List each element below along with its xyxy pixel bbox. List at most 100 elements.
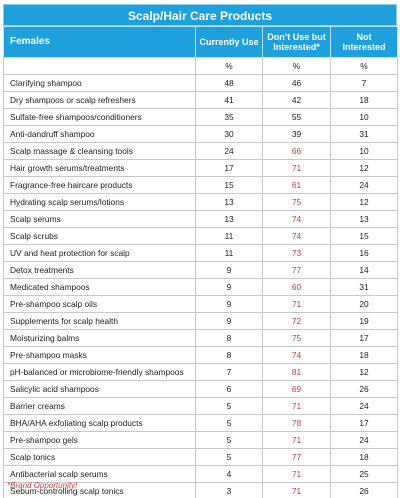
table-row: Scalp massage & cleansing tools 24 66 10 bbox=[3, 142, 398, 160]
row-name-cell: BHA/AHA exfoliating scalp products bbox=[3, 414, 196, 432]
row-interested-cell: 81 bbox=[262, 363, 331, 381]
row-interested-cell: 42 bbox=[262, 91, 331, 109]
row-name-cell: Pre-shampoo masks bbox=[3, 346, 196, 364]
row-name-cell: Salicylic acid shampoos bbox=[3, 380, 196, 398]
row-not-interested-cell: 24 bbox=[330, 397, 398, 415]
row-currently-use-cell: 17 bbox=[195, 159, 263, 177]
table-row: Pre-shampoo masks 8 74 18 bbox=[3, 346, 398, 364]
table-row: Medicated shampoos 9 60 31 bbox=[3, 278, 398, 296]
units-row: % % % bbox=[3, 57, 398, 75]
table-row: Scalp serums 13 74 13 bbox=[3, 210, 398, 228]
row-interested-cell: 72 bbox=[262, 312, 331, 330]
row-not-interested-cell: 19 bbox=[330, 312, 398, 330]
row-name-cell: Scalp massage & cleansing tools bbox=[3, 142, 196, 160]
row-name-cell: Scalp scrubs bbox=[3, 227, 196, 245]
table-row: Pre-shampoo gels 5 71 24 bbox=[3, 431, 398, 449]
row-interested-cell: 71 bbox=[262, 397, 331, 415]
row-name-cell: Scalp serums bbox=[3, 210, 196, 228]
row-currently-use-cell: 15 bbox=[195, 176, 263, 194]
row-not-interested-cell: 12 bbox=[330, 193, 398, 211]
footnote: *Brand Opportunity! bbox=[7, 481, 78, 490]
header-females: Females bbox=[3, 26, 196, 58]
row-not-interested-cell: 18 bbox=[330, 346, 398, 364]
row-interested-cell: 74 bbox=[262, 210, 331, 228]
row-not-interested-cell: 25 bbox=[330, 465, 398, 483]
header-interested: Don’t Use but Interested* bbox=[262, 26, 331, 58]
table-row: Fragrance-free haircare products 15 61 24 bbox=[3, 176, 398, 194]
table-row: Salicylic acid shampoos 6 69 26 bbox=[3, 380, 398, 398]
table-row: Sulfate-free shampoos/conditioners 35 55 10 bbox=[3, 108, 398, 126]
row-interested-cell: 77 bbox=[262, 448, 331, 466]
table-row: Pre-shampoo scalp oils 9 71 20 bbox=[3, 295, 398, 313]
unit-cell-use: % bbox=[195, 57, 263, 75]
row-currently-use-cell: 11 bbox=[195, 227, 263, 245]
row-currently-use-cell: 9 bbox=[195, 278, 263, 296]
table-row: Scalp tonics 5 77 18 bbox=[3, 448, 398, 466]
table-row: Clarifying shampoo 48 46 7 bbox=[3, 74, 398, 92]
table-row: Barrier creams 5 71 24 bbox=[3, 397, 398, 415]
row-currently-use-cell: 8 bbox=[195, 329, 263, 347]
row-name-cell: Supplements for scalp health bbox=[3, 312, 196, 330]
row-interested-cell: 71 bbox=[262, 295, 331, 313]
row-not-interested-cell: 18 bbox=[330, 91, 398, 109]
products-table: Females Currently Use Don’t Use but Inte… bbox=[3, 26, 398, 498]
row-name-cell: Scalp tonics bbox=[3, 448, 196, 466]
table-row: pH-balanced or microbiome-friendly shamp… bbox=[3, 363, 398, 381]
row-interested-cell: 74 bbox=[262, 227, 331, 245]
row-currently-use-cell: 4 bbox=[195, 465, 263, 483]
table-row: BHA/AHA exfoliating scalp products 5 78 17 bbox=[3, 414, 398, 432]
row-currently-use-cell: 6 bbox=[195, 380, 263, 398]
row-name-cell: Dry shampoos or scalp refreshers bbox=[3, 91, 196, 109]
table-row: Dry shampoos or scalp refreshers 41 42 18 bbox=[3, 91, 398, 109]
row-not-interested-cell: 24 bbox=[330, 431, 398, 449]
row-not-interested-cell: 31 bbox=[330, 125, 398, 143]
row-currently-use-cell: 8 bbox=[195, 346, 263, 364]
row-not-interested-cell: 26 bbox=[330, 482, 398, 498]
row-name-cell: Fragrance-free haircare products bbox=[3, 176, 196, 194]
row-interested-cell: 71 bbox=[262, 465, 331, 483]
row-name-cell: Pre-shampoo gels bbox=[3, 431, 196, 449]
row-name-cell: Detox treatments bbox=[3, 261, 196, 279]
row-currently-use-cell: 5 bbox=[195, 414, 263, 432]
row-currently-use-cell: 9 bbox=[195, 261, 263, 279]
row-name-cell: pH-balanced or microbiome-friendly shamp… bbox=[3, 363, 196, 381]
row-currently-use-cell: 9 bbox=[195, 295, 263, 313]
row-not-interested-cell: 12 bbox=[330, 159, 398, 177]
row-name-cell: Hydrating scalp serums/lotions bbox=[3, 193, 196, 211]
table-body: % % % Clarifying shampoo 48 46 7 Dry shampoo… bbox=[3, 57, 398, 498]
row-interested-cell: 73 bbox=[262, 244, 331, 262]
row-name-cell: Barrier creams bbox=[3, 397, 196, 415]
row-currently-use-cell: 9 bbox=[195, 312, 263, 330]
row-currently-use-cell: 11 bbox=[195, 244, 263, 262]
row-interested-cell: 69 bbox=[262, 380, 331, 398]
row-not-interested-cell: 17 bbox=[330, 329, 398, 347]
row-not-interested-cell: 13 bbox=[330, 210, 398, 228]
table-row: Supplements for scalp health 9 72 19 bbox=[3, 312, 398, 330]
row-interested-cell: 77 bbox=[262, 261, 331, 279]
row-interested-cell: 75 bbox=[262, 193, 331, 211]
row-interested-cell: 60 bbox=[262, 278, 331, 296]
row-interested-cell: 78 bbox=[262, 414, 331, 432]
table-title: Scalp/Hair Care Products bbox=[3, 4, 397, 26]
row-interested-cell: 39 bbox=[262, 125, 331, 143]
row-not-interested-cell: 20 bbox=[330, 295, 398, 313]
unit-cell-interested: % bbox=[262, 57, 331, 75]
row-interested-cell: 66 bbox=[262, 142, 331, 160]
row-not-interested-cell: 31 bbox=[330, 278, 398, 296]
table-row: Anti-dandruff shampoo 30 39 31 bbox=[3, 125, 398, 143]
row-name-cell: Pre-shampoo scalp oils bbox=[3, 295, 196, 313]
row-currently-use-cell: 13 bbox=[195, 210, 263, 228]
unit-cell-name bbox=[3, 57, 196, 75]
row-interested-cell: 71 bbox=[262, 482, 331, 498]
row-not-interested-cell: 10 bbox=[330, 142, 398, 160]
row-currently-use-cell: 5 bbox=[195, 397, 263, 415]
row-not-interested-cell: 18 bbox=[330, 448, 398, 466]
row-interested-cell: 71 bbox=[262, 159, 331, 177]
row-currently-use-cell: 3 bbox=[195, 482, 263, 498]
row-name-cell: Hair growth serums/treatments bbox=[3, 159, 196, 177]
table-row: Detox treatments 9 77 14 bbox=[3, 261, 398, 279]
row-not-interested-cell: 17 bbox=[330, 414, 398, 432]
header-currently-use: Currently Use bbox=[195, 26, 263, 58]
row-not-interested-cell: 26 bbox=[330, 380, 398, 398]
